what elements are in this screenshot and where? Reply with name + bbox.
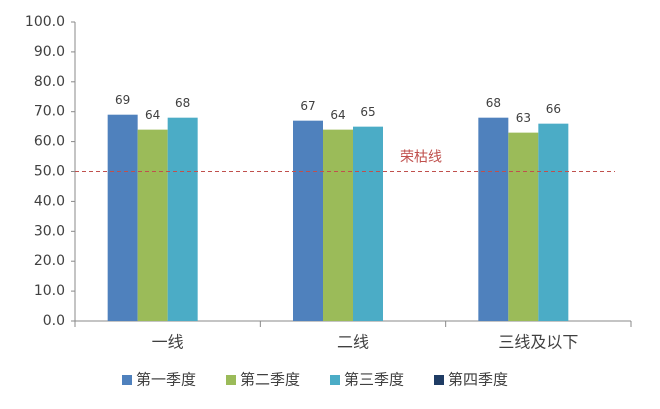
bar bbox=[293, 120, 323, 321]
data-label: 68 bbox=[175, 96, 190, 110]
y-tick-label: 100.0 bbox=[25, 14, 65, 30]
legend-label: 第二季度 bbox=[240, 371, 300, 389]
legend-swatch bbox=[226, 375, 236, 385]
bar bbox=[353, 126, 383, 322]
data-label: 64 bbox=[330, 108, 345, 122]
legend-swatch bbox=[122, 375, 132, 385]
bar bbox=[167, 117, 198, 322]
y-tick-label: 60.0 bbox=[34, 134, 65, 150]
x-tick-label: 三线及以下 bbox=[498, 333, 578, 352]
x-tick-label: 一线 bbox=[152, 333, 184, 352]
data-label: 64 bbox=[145, 108, 160, 122]
y-tick-label: 70.0 bbox=[34, 104, 65, 120]
bar bbox=[538, 123, 569, 321]
y-tick-label: 90.0 bbox=[34, 44, 65, 60]
legend-swatch bbox=[330, 375, 340, 385]
y-tick-label: 0.0 bbox=[43, 313, 65, 329]
bar bbox=[107, 114, 138, 321]
bar bbox=[323, 129, 353, 321]
bar bbox=[137, 129, 168, 321]
y-tick-label: 80.0 bbox=[34, 74, 65, 90]
x-tick-label: 二线 bbox=[337, 333, 369, 352]
data-label: 67 bbox=[300, 99, 315, 113]
bar bbox=[508, 132, 539, 321]
y-tick-label: 40.0 bbox=[34, 193, 65, 209]
y-tick-label: 50.0 bbox=[34, 164, 65, 180]
data-label: 68 bbox=[486, 96, 501, 110]
legend-label: 第三季度 bbox=[344, 371, 404, 389]
y-tick-label: 10.0 bbox=[34, 283, 65, 299]
reference-label: 荣枯线 bbox=[400, 150, 442, 166]
data-label: 63 bbox=[516, 111, 531, 125]
bar bbox=[478, 117, 509, 322]
data-label: 69 bbox=[115, 93, 130, 107]
data-label: 66 bbox=[546, 102, 561, 116]
legend-label: 第一季度 bbox=[136, 371, 196, 389]
y-tick-label: 20.0 bbox=[34, 253, 65, 269]
legend-label: 第四季度 bbox=[448, 371, 508, 389]
y-tick-label: 30.0 bbox=[34, 223, 65, 239]
data-label: 65 bbox=[360, 105, 375, 119]
legend-swatch bbox=[434, 375, 444, 385]
